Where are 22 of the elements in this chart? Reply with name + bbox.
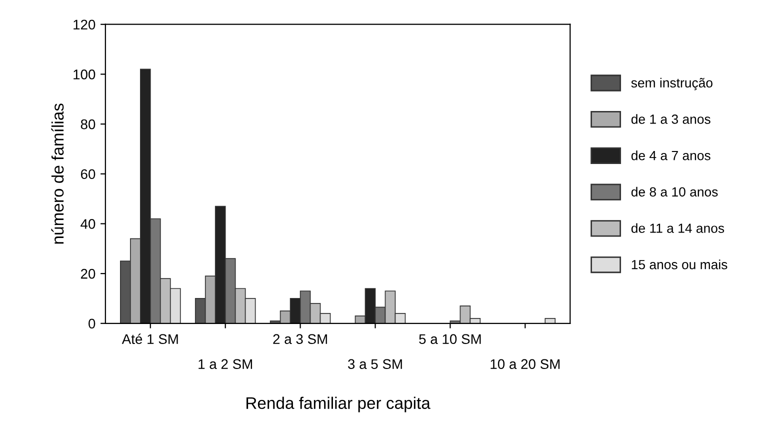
y-tick-label: 60 [80,169,96,180]
legend-label: de 8 a 10 anos [631,186,718,197]
legend-label: de 1 a 3 anos [631,114,710,124]
legend-label: 15 anos ou mais [632,260,728,270]
x-tick-label: 1 a 2 SM [198,359,252,370]
bar [544,318,556,324]
y-tick-label: 20 [80,268,96,279]
x-tick-label: 2 a 3 SM [273,334,327,344]
x-tick-label: 5 a 10 SM [419,334,481,344]
x-tick-label: 10 a 20 SM [490,359,560,370]
x-tick-label: Até 1 SM [122,334,178,344]
y-axis-title: número de famílias [51,104,64,244]
legend-label: de 4 a 7 anos [631,150,710,160]
legend-label: de 11 a 14 anos [631,223,724,233]
y-tick-label: 80 [80,119,96,130]
y-tick-label: 120 [74,20,96,30]
y-tick-label: 40 [80,219,96,229]
y-tick-label: 0 [88,318,96,329]
y-tick-label: 100 [74,70,96,80]
legend-label: sem instrução [631,78,712,90]
x-axis-title: Renda familiar per capita [246,396,430,412]
x-tick-label: 3 a 5 SM [348,359,402,370]
